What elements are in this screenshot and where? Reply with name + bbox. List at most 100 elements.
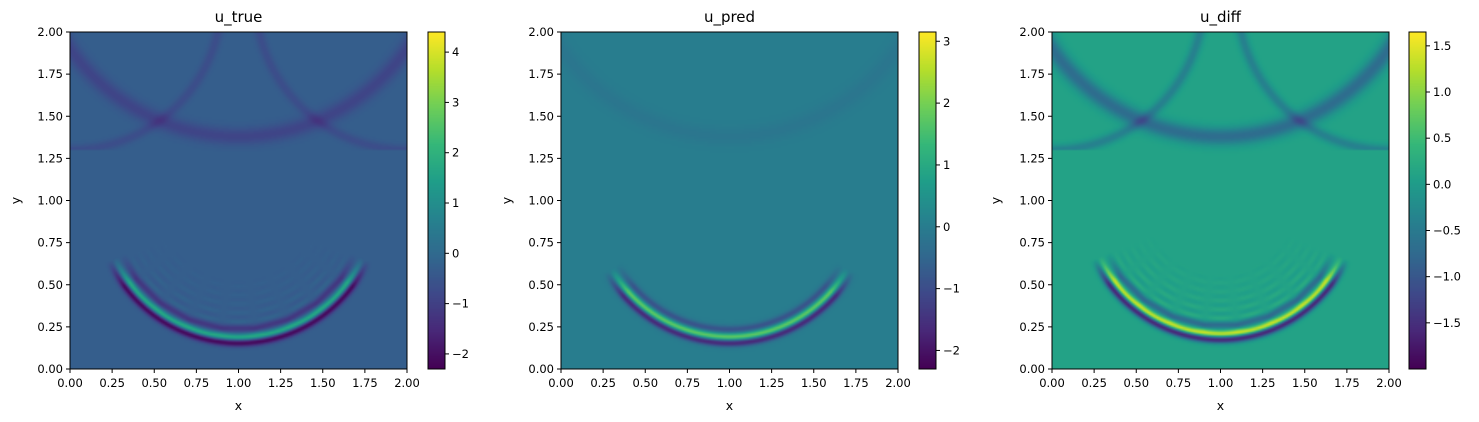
colorbar-tick-label: 4 (452, 45, 459, 59)
colorbar-ticks: −2 −1 0 1 2 3 (936, 34, 960, 357)
y-tick-label: 0.00 (528, 362, 554, 376)
x-tick-label: 1.25 (759, 376, 785, 390)
x-axis-ticks: 0.00 0.25 0.50 0.75 1.00 1.25 1.50 1.75 2.00 (548, 369, 911, 390)
y-tick-label: 1.25 (528, 151, 554, 165)
colorbar-ticks: −2 −1 0 1 2 3 4 (445, 45, 469, 361)
colorbar-image (919, 32, 936, 369)
y-tick-label: 1.00 (1019, 194, 1045, 208)
y-tick-label: 0.00 (1019, 362, 1045, 376)
y-tick-label: 1.25 (1019, 151, 1045, 165)
y-tick-label: 0.50 (1019, 278, 1045, 292)
colorbar-tick-label: −1 (452, 297, 469, 311)
y-axis-label: y (988, 196, 1003, 204)
colorbar-tick-label: 0.5 (1433, 131, 1451, 145)
heatmap-image (70, 32, 407, 369)
chart-title: u_pred (704, 8, 755, 27)
colorbar-tick-label: 2 (943, 96, 950, 110)
y-tick-label: 0.25 (37, 320, 63, 334)
x-tick-label: 0.25 (1081, 376, 1107, 390)
x-tick-label: 1.25 (268, 376, 294, 390)
y-tick-label: 1.50 (37, 109, 63, 123)
x-tick-label: 1.75 (352, 376, 378, 390)
x-tick-label: 0.00 (1039, 376, 1065, 390)
heatmap-u-diff (1051, 31, 1390, 370)
colorbar-tick-label: −2 (943, 343, 960, 357)
colorbar-tick-label: 3 (943, 34, 950, 48)
x-tick-label: 1.25 (1250, 376, 1276, 390)
colorbar-tick-label: 1 (943, 158, 950, 172)
y-tick-label: 0.75 (37, 236, 63, 250)
x-tick-label: 0.50 (632, 376, 658, 390)
x-tick-label: 0.25 (99, 376, 125, 390)
y-tick-label: 0.25 (528, 320, 554, 334)
x-tick-label: 0.50 (1123, 376, 1149, 390)
colorbar-tick-label: 0 (943, 220, 950, 234)
y-tick-label: 0.25 (1019, 320, 1045, 334)
panel-u-diff: u_diff 0.00 0.25 0.50 0.75 1.00 1.25 1.50 1.75 2… (988, 8, 1461, 413)
x-axis-label: x (726, 398, 733, 413)
x-tick-label: 1.50 (310, 376, 336, 390)
x-tick-label: 1.75 (1334, 376, 1360, 390)
colorbar-tick-label: −0.5 (1433, 224, 1461, 238)
panel-u-pred: u_pred 0.00 0.25 0.50 0.75 1.00 1.25 1.50 1.75 2… (499, 8, 960, 413)
colorbar: −2 −1 0 1 2 3 4 (427, 31, 469, 370)
x-tick-label: 0.75 (1166, 376, 1192, 390)
y-tick-label: 2.00 (37, 25, 63, 39)
x-tick-label: 2.00 (1376, 376, 1402, 390)
y-tick-label: 0.75 (528, 236, 554, 250)
colorbar-tick-label: 1 (452, 196, 459, 210)
x-axis-label: x (235, 398, 242, 413)
x-axis-ticks: 0.00 0.25 0.50 0.75 1.00 1.25 1.50 1.75 2.00 (1039, 369, 1402, 390)
y-tick-label: 1.50 (528, 109, 554, 123)
x-tick-label: 0.25 (590, 376, 616, 390)
x-tick-label: 0.75 (675, 376, 701, 390)
y-axis-ticks: 0.00 0.25 0.50 0.75 1.00 1.25 1.50 1.75 2.00 (37, 25, 70, 376)
heatmap-image (561, 32, 898, 369)
y-tick-label: 1.25 (37, 151, 63, 165)
y-tick-label: 2.00 (528, 25, 554, 39)
x-tick-label: 0.00 (548, 376, 574, 390)
y-tick-label: 0.00 (37, 362, 63, 376)
colorbar-tick-label: 3 (452, 95, 459, 109)
y-tick-label: 1.00 (37, 194, 63, 208)
y-axis-ticks: 0.00 0.25 0.50 0.75 1.00 1.25 1.50 1.75 2.00 (1019, 25, 1052, 376)
colorbar-tick-label: 1.5 (1433, 39, 1451, 53)
colorbar-frame (918, 31, 937, 370)
colorbar-image (1409, 32, 1426, 369)
y-axis-label: y (499, 196, 514, 204)
colorbar-tick-label: 0 (452, 246, 459, 260)
chart-title: u_true (215, 8, 263, 27)
colorbar-frame (1408, 31, 1427, 370)
x-axis-ticks: 0.00 0.25 0.50 0.75 1.00 1.25 1.50 1.75 2.00 (57, 369, 420, 390)
y-axis-label: y (8, 196, 23, 204)
panel-u-true: u_true 0.00 0.25 0.50 0.75 1.00 1.25 1.50 1.75 2… (8, 8, 469, 413)
heatmap-u-true (69, 31, 408, 370)
heatmap-u-pred (560, 31, 899, 370)
colorbar-tick-label: 1.0 (1433, 85, 1451, 99)
colorbar-tick-label: −1.5 (1433, 316, 1461, 330)
y-tick-label: 0.50 (528, 278, 554, 292)
colorbar-tick-label: −1 (943, 282, 960, 296)
colorbar-ticks: −1.5 −1.0 −0.5 0.0 0.5 1.0 1.5 (1426, 39, 1461, 330)
colorbar-tick-label: −1.0 (1433, 270, 1461, 284)
x-tick-label: 1.00 (1208, 376, 1234, 390)
y-tick-label: 0.50 (37, 278, 63, 292)
y-tick-label: 1.50 (1019, 109, 1045, 123)
x-tick-label: 2.00 (885, 376, 911, 390)
y-tick-label: 1.75 (37, 67, 63, 81)
colorbar: −1.5 −1.0 −0.5 0.0 0.5 1.0 1.5 (1408, 31, 1461, 370)
x-tick-label: 0.75 (184, 376, 210, 390)
colorbar-tick-label: 2 (452, 146, 459, 160)
x-axis-label: x (1217, 398, 1224, 413)
y-tick-label: 2.00 (1019, 25, 1045, 39)
colorbar-frame (427, 31, 446, 370)
colorbar: −2 −1 0 1 2 3 (918, 31, 960, 370)
heatmap-image (1052, 32, 1389, 369)
colorbar-tick-label: 0.0 (1433, 177, 1451, 191)
y-tick-label: 0.75 (1019, 236, 1045, 250)
y-tick-label: 1.75 (528, 67, 554, 81)
x-tick-label: 1.75 (843, 376, 869, 390)
x-tick-label: 2.00 (394, 376, 420, 390)
x-tick-label: 1.50 (1292, 376, 1318, 390)
